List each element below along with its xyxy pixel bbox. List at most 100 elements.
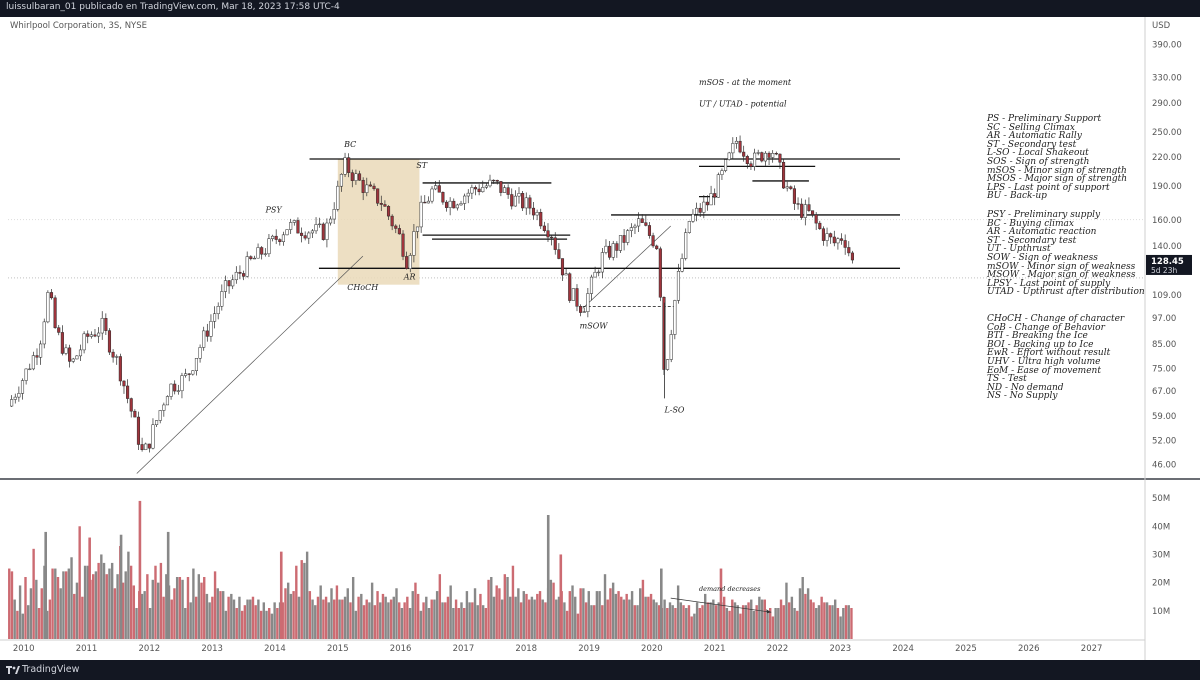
price-tick-label: 85.00 (1152, 340, 1176, 350)
candle-body (542, 225, 546, 231)
candle-body (734, 140, 738, 144)
volume-bar (728, 610, 731, 639)
volume-bar (769, 608, 772, 639)
volume-bar (552, 582, 555, 639)
volume-bar (698, 608, 701, 639)
volume-bar (663, 599, 666, 639)
candle-body (756, 152, 760, 154)
time-tick-label: 2010 (13, 644, 35, 654)
time-tick-label: 2026 (1018, 644, 1040, 654)
volume-bar (546, 515, 550, 639)
price-volume-chart[interactable]: BC PSY ST CHoCH AR mSOW L-SO mSOS - at the mome… (0, 17, 1200, 660)
candle-body (618, 235, 623, 251)
candle-body (782, 161, 786, 189)
volume-bar (462, 608, 466, 639)
volume-bar (346, 588, 349, 639)
volume-bar (279, 551, 283, 639)
volume-bar (305, 551, 309, 639)
candle-body (339, 174, 343, 187)
volume-bar (314, 605, 317, 639)
candle-body (810, 210, 815, 215)
candle-body (412, 231, 416, 256)
candle-body (263, 253, 267, 255)
volume-bar (341, 599, 344, 639)
candle-body (231, 279, 235, 287)
volume-bar (292, 591, 295, 639)
volume-bar (186, 577, 190, 639)
volume-bar (27, 605, 30, 639)
candle-body (622, 235, 626, 243)
chart-annotations: BC PSY ST CHoCH AR mSOW L-SO mSOS - at the mome… (265, 78, 792, 614)
volume-bar (503, 574, 507, 639)
legend-entry: NS - No Supply (987, 391, 1058, 402)
candle-body (771, 153, 775, 158)
candle-body (151, 424, 155, 449)
volume-bar (836, 608, 840, 639)
volume-bar (614, 593, 618, 639)
candle-body (691, 213, 695, 222)
volume-bar (471, 602, 474, 639)
volume-bar (671, 605, 674, 639)
candle-body (423, 201, 427, 204)
volume-bar (530, 596, 534, 639)
candle-body (401, 233, 405, 257)
volume-bar (203, 577, 206, 639)
volume-bar (633, 605, 637, 639)
volume-bar (73, 593, 76, 639)
candle-body (78, 349, 83, 357)
volume-bar (668, 602, 672, 639)
volume-bar (609, 588, 612, 639)
candle-body (774, 153, 778, 155)
volume-tick-label: 20M (1152, 579, 1170, 589)
candle-body (97, 332, 101, 337)
volume-bar (165, 574, 168, 639)
legend-entry: AR - Automatic Rally (987, 131, 1082, 142)
volume-bar (506, 577, 509, 639)
candle-body (470, 187, 474, 194)
volume-bar (411, 591, 414, 639)
publisher-bar: luissulbaran_01 publicado en TradingView… (0, 0, 1200, 17)
candle-body (372, 185, 376, 190)
trend-line (136, 255, 364, 474)
volume-bar (108, 568, 111, 639)
volume-bar (847, 605, 850, 639)
candle-body (546, 230, 550, 238)
volume-bar (666, 608, 669, 639)
candle-body (473, 187, 478, 190)
volume-bar (549, 579, 553, 639)
volume-bar (625, 593, 628, 639)
candle-body (122, 380, 126, 387)
time-tick-label: 2023 (830, 644, 852, 654)
demand-arrow (670, 597, 772, 613)
volume-bar (831, 605, 834, 639)
volume-bar (376, 591, 379, 639)
volume-bar (159, 562, 163, 639)
candle-body (300, 232, 304, 236)
candle-body (10, 399, 14, 407)
volume-bar (706, 602, 710, 639)
volume-bar (249, 599, 252, 639)
volume-bar (693, 613, 696, 639)
candle-body (510, 194, 514, 207)
candle-body (589, 276, 594, 294)
candle-body (488, 179, 492, 187)
volume-bar (736, 605, 739, 639)
candle-body (343, 157, 347, 175)
candle-body (307, 232, 311, 239)
legend-entry: CHoCH - Change of character (987, 314, 1125, 324)
volume-bar (779, 599, 783, 639)
volume-bar (129, 565, 133, 639)
volume-bar (787, 602, 791, 639)
volume-bar (184, 608, 187, 639)
candle-body (256, 247, 260, 259)
volume-bar (392, 596, 395, 639)
volume-bar (636, 605, 639, 639)
candle-body (397, 228, 401, 235)
time-tick-label: 2027 (1081, 644, 1103, 654)
volume-bar (289, 593, 293, 639)
candle-body (825, 233, 829, 241)
candle-body (448, 200, 452, 208)
volume-bar (216, 588, 219, 639)
volume-bar (435, 591, 439, 639)
volume-bar (419, 610, 423, 639)
